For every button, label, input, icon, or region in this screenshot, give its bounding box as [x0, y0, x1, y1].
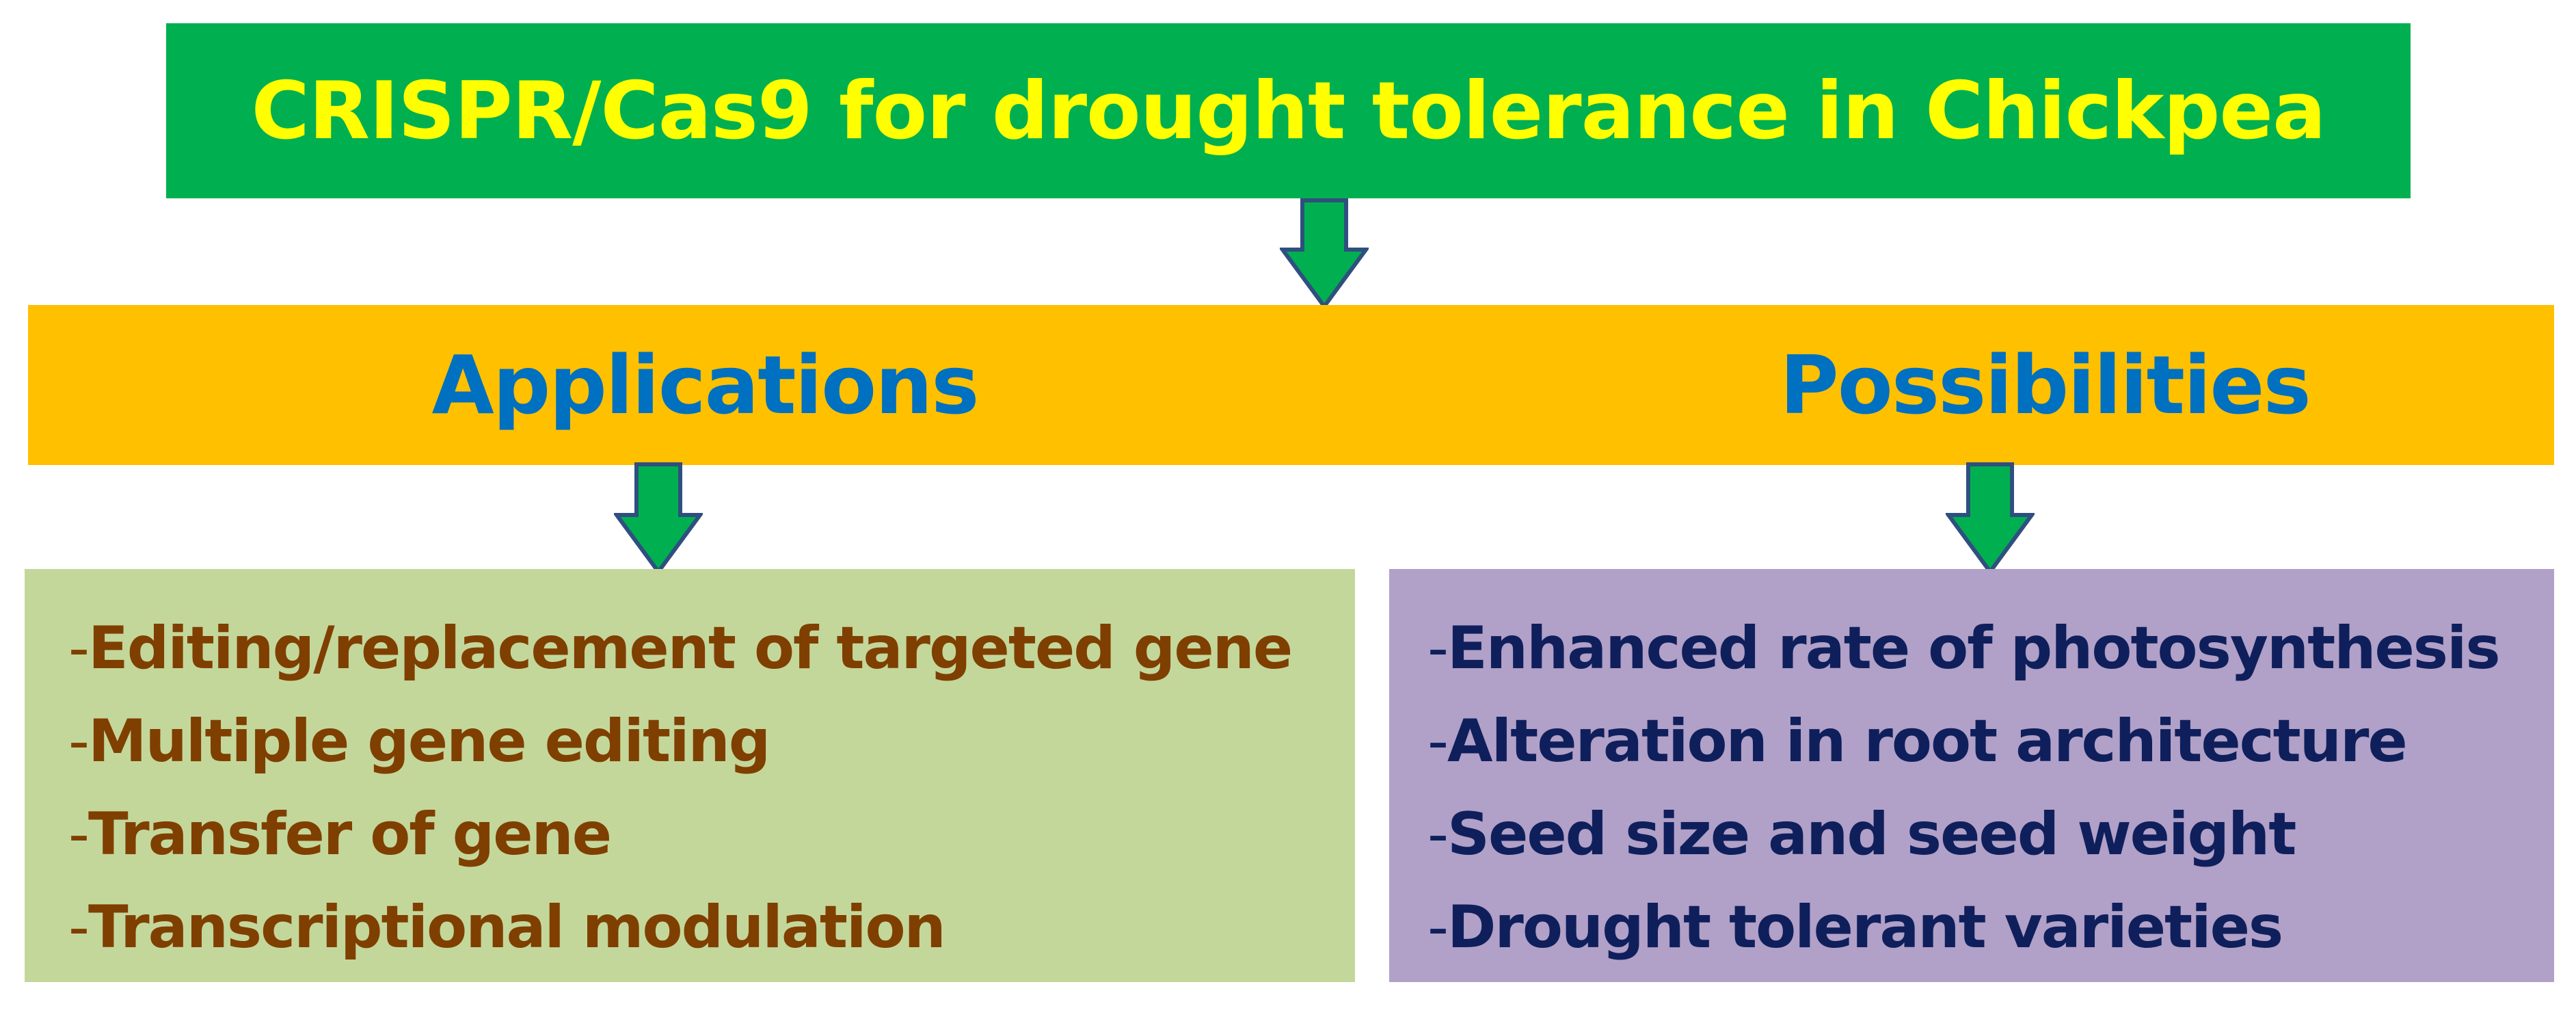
applications-list-item: -Transfer of gene [68, 788, 1355, 881]
dash-marker: - [68, 893, 90, 962]
applications-heading: Applications [431, 338, 980, 432]
possibilities-heading: Possibilities [1780, 338, 2311, 432]
dash-marker: - [68, 800, 90, 869]
dash-marker: - [1427, 707, 1449, 776]
possibilities-list-item: -Alteration in root architecture [1427, 695, 2554, 788]
applications-list-item: -Multiple gene editing [68, 695, 1355, 788]
applications-list-item: -Transcriptional modulation [68, 881, 1355, 974]
list-item-text: Alteration in root architecture [1447, 707, 2408, 776]
list-item-text: Enhanced rate of photosynthesis [1447, 614, 2501, 683]
possibilities-list-item: -Seed size and seed weight [1427, 788, 2554, 881]
category-band: Applications Possibilities [28, 305, 2554, 465]
list-item-text: Multiple gene editing [88, 707, 770, 776]
title-box: CRISPR/Cas9 for drought tolerance in Chi… [166, 23, 2411, 198]
applications-box: -Editing/replacement of targeted gene -M… [25, 569, 1355, 982]
possibilities-box: -Enhanced rate of photosynthesis -Altera… [1389, 569, 2554, 982]
down-arrow-icon [1946, 462, 2035, 574]
down-arrow-icon [614, 462, 703, 574]
list-item-text: Transfer of gene [88, 800, 612, 869]
dash-marker: - [68, 707, 90, 776]
list-item-text: Editing/replacement of targeted gene [88, 614, 1293, 683]
list-item-text: Transcriptional modulation [88, 893, 946, 962]
dash-marker: - [68, 614, 90, 683]
dash-marker: - [1427, 800, 1449, 869]
down-arrow-icon [1280, 198, 1369, 309]
dash-marker: - [1427, 893, 1449, 962]
dash-marker: - [1427, 614, 1449, 683]
list-item-text: Drought tolerant varieties [1447, 893, 2283, 962]
possibilities-list-item: -Enhanced rate of photosynthesis [1427, 602, 2554, 695]
diagram-title: CRISPR/Cas9 for drought tolerance in Chi… [251, 64, 2326, 157]
applications-list-item: -Editing/replacement of targeted gene [68, 602, 1355, 695]
possibilities-list-item: -Drought tolerant varieties [1427, 881, 2554, 974]
list-item-text: Seed size and seed weight [1447, 800, 2296, 869]
